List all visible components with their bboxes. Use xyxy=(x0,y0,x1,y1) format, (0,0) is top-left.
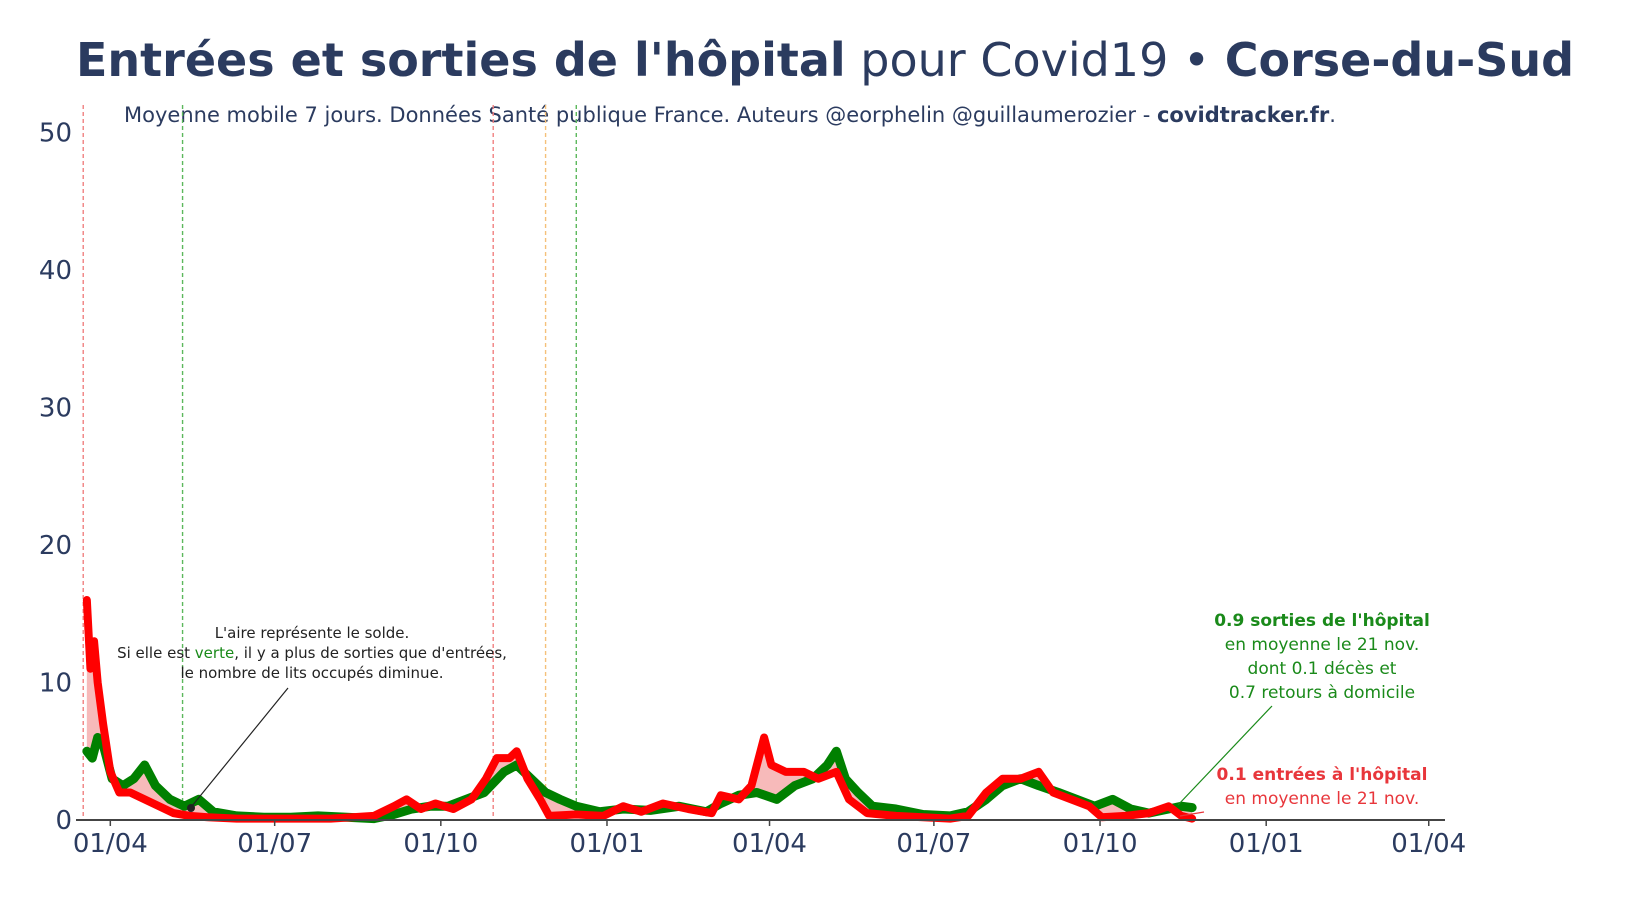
solde-line-3: le nombre de lits occupés diminue. xyxy=(180,664,443,682)
subtitle-site: covidtracker.fr xyxy=(1156,103,1330,127)
subtitle-end: . xyxy=(1329,103,1336,127)
entrees-line-1: 0.1 entrées à l'hôpital xyxy=(1217,765,1428,785)
title-middle: pour Covid19 • xyxy=(845,33,1225,87)
x-axis: 01/04 01/07 01/10 01/01 01/04 01/07 01/10 01/01… xyxy=(73,820,1466,859)
y-tick-label: 10 xyxy=(39,669,72,699)
x-tick-label: 01/01 xyxy=(570,829,645,859)
solde-annotation: L'aire représente le solde. Si elle est … xyxy=(117,624,507,812)
sorties-pointer xyxy=(1177,705,1273,806)
y-tick-label: 40 xyxy=(39,256,72,286)
entrees-line-2: en moyenne le 21 nov. xyxy=(1225,789,1419,809)
sorties-line-3: dont 0.1 décès et xyxy=(1248,659,1397,679)
x-tick-label: 01/10 xyxy=(403,829,478,859)
sorties-line-2: en moyenne le 21 nov. xyxy=(1225,635,1419,655)
y-tick-label: 50 xyxy=(39,119,72,149)
y-tick-label: 20 xyxy=(39,531,72,561)
subtitle-text: Moyenne mobile 7 jours. Données Santé pu… xyxy=(124,103,1157,127)
x-tick-label: 01/01 xyxy=(1229,829,1304,859)
x-tick-label: 01/04 xyxy=(732,829,807,859)
entrees-pointer xyxy=(1179,811,1205,817)
solde-arrow-head xyxy=(187,804,195,812)
solde-line-1: L'aire représente le solde. xyxy=(215,624,410,642)
x-tick-label: 01/07 xyxy=(896,829,971,859)
y-tick-label: 30 xyxy=(39,394,72,424)
y-axis: 0 10 20 30 40 50 xyxy=(39,119,72,837)
solde-line-2: Si elle est verte, il y a plus de sortie… xyxy=(117,644,507,662)
title-region: Corse-du-Sud xyxy=(1224,33,1575,87)
entrees-annotation: 0.1 entrées à l'hôpital en moyenne le 21… xyxy=(1179,765,1428,817)
x-tick-label: 01/04 xyxy=(1391,829,1466,859)
x-tick-label: 01/07 xyxy=(237,829,312,859)
event-lines xyxy=(82,105,577,820)
solde-arrow xyxy=(191,687,289,807)
x-tick-label: 01/04 xyxy=(73,829,148,859)
entrees-line xyxy=(82,596,1197,823)
chart-title: Entrées et sorties de l'hôpital pour Cov… xyxy=(0,32,1650,88)
x-tick-label: 01/10 xyxy=(1063,829,1138,859)
y-tick-label: 0 xyxy=(55,806,72,836)
sorties-line-1: 0.9 sorties de l'hôpital xyxy=(1214,611,1430,631)
title-main: Entrées et sorties de l'hôpital xyxy=(75,33,846,87)
sorties-annotation: 0.9 sorties de l'hôpital en moyenne le 2… xyxy=(1177,611,1430,806)
series-lines xyxy=(82,596,1197,824)
sorties-line-4: 0.7 retours à domicile xyxy=(1229,683,1415,703)
chart-subtitle: Moyenne mobile 7 jours. Données Santé pu… xyxy=(0,102,1460,128)
